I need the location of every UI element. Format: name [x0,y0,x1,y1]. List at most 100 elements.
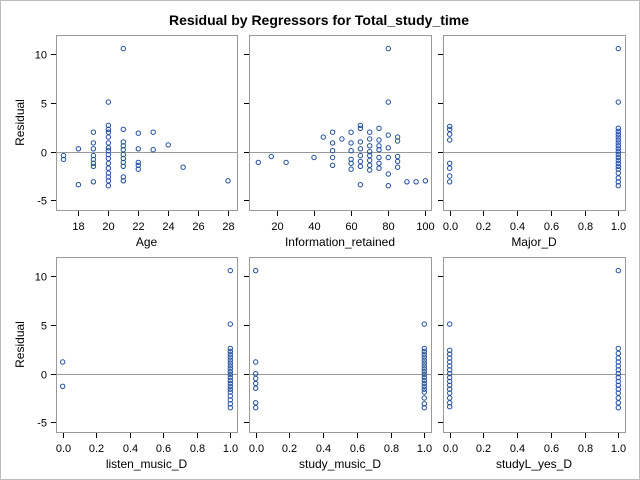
residual-point [329,162,336,169]
residual-point [105,99,112,105]
residual-point [90,129,97,135]
residual-point [447,126,453,133]
x-axis-label: Age [136,235,158,249]
x-tick-label: 0.6 [350,443,365,455]
residual-point [447,165,453,171]
x-tick-label: 60 [345,221,357,233]
residual-point [90,152,97,159]
y-tick-label: 0 [41,370,47,382]
residual-point [348,140,354,146]
residual-point [421,386,427,392]
residual-point [421,380,427,387]
x-tick-label: 0.0 [249,443,264,455]
y-tick-label: 10 [35,272,47,284]
residual-point [180,164,186,170]
residual-point [227,321,234,327]
residual-point [60,383,66,389]
residual-point [615,154,621,161]
x-tick-label: 26 [192,221,204,233]
residual-point [255,159,261,166]
residual-point [447,131,453,137]
residual-point [120,45,127,52]
residual-point [357,122,364,129]
residual-point [253,385,259,391]
residual-point [367,129,373,135]
residual-point [421,354,427,360]
residual-point [385,145,391,151]
x-axis-label: listen_music_D [106,457,188,471]
residual-point [421,405,427,411]
residual-point [394,138,401,144]
residual-point [105,145,112,151]
residual-point [421,348,427,354]
residual-point [447,137,453,143]
residual-point [357,152,364,159]
residual-point [348,166,354,172]
residual-point [348,160,354,167]
x-tick-label: 80 [382,221,394,233]
residual-point [348,148,354,154]
residual-point [615,143,621,149]
residual-point [283,159,289,166]
residual-point [60,359,66,365]
residual-point [367,136,373,142]
x-tick-label: 0.2 [89,443,104,455]
x-tick-label: 0.4 [316,443,331,455]
y-tick-label: 0 [41,148,47,160]
x-axis-label: Major_D [511,235,557,249]
residual-point [227,348,234,354]
residual-point [135,146,142,152]
residual-point [447,173,453,179]
residual-point [421,366,427,372]
x-tick-label: 0.8 [578,221,593,233]
residual-point [421,351,427,357]
residual-point [421,321,427,327]
residual-point [385,171,391,177]
residual-point [311,154,317,161]
residual-point [615,395,621,401]
residual-point [376,160,382,167]
residual-point [135,159,142,166]
residual-point [447,123,453,130]
y-axis-label: Residual [13,99,27,146]
residual-point [268,153,274,160]
panel-frame [443,257,626,433]
residual-point [615,151,621,158]
residual-point [615,374,621,381]
residual-point [227,405,234,411]
residual-point [105,126,112,133]
x-tick-label: 1.0 [611,443,626,455]
panel-frame [443,35,626,211]
residual-point [385,183,391,189]
residual-point [421,383,427,389]
residual-point [329,148,336,154]
residual-point [421,360,427,366]
residual-point [615,157,621,164]
residual-point [75,182,82,188]
residual-point [227,360,234,366]
residual-point [615,183,621,189]
residual-point [150,129,156,135]
x-tick-label: 0.4 [510,443,525,455]
residual-point [421,357,427,363]
residual-point [150,147,156,153]
residual-point [90,146,97,152]
residual-point [447,374,453,381]
residual-point [227,386,234,392]
residual-point [447,160,453,167]
residual-point [615,345,621,352]
x-tick-label: 0.8 [384,443,399,455]
x-tick-label: 0.0 [56,443,71,455]
x-tick-label: 0.6 [544,221,559,233]
residual-point [105,165,112,171]
residual-point [615,163,621,170]
residual-point [413,179,419,185]
x-tick-label: 24 [162,221,174,233]
residual-point [385,154,391,161]
residual-point [615,134,621,140]
x-tick-label: 100 [416,221,434,233]
x-tick-label: 0.8 [578,443,593,455]
residual-point [135,162,142,169]
residual-point [329,140,336,146]
